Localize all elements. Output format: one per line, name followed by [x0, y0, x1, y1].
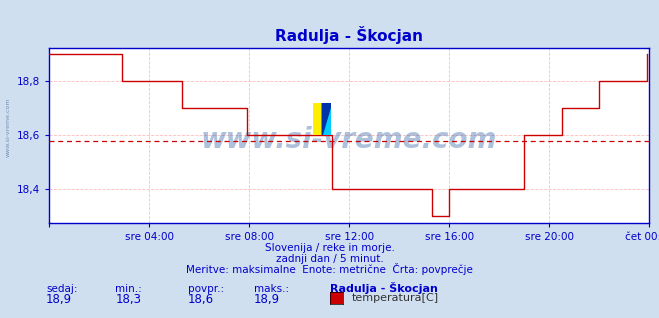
Polygon shape — [322, 103, 331, 135]
Text: Radulja - Škocjan: Radulja - Škocjan — [330, 282, 438, 294]
Polygon shape — [322, 103, 331, 135]
Title: Radulja - Škocjan: Radulja - Škocjan — [275, 26, 423, 44]
Text: Slovenija / reke in morje.: Slovenija / reke in morje. — [264, 243, 395, 253]
Text: 18,9: 18,9 — [46, 293, 72, 306]
Text: zadnji dan / 5 minut.: zadnji dan / 5 minut. — [275, 254, 384, 264]
Text: povpr.:: povpr.: — [188, 284, 224, 294]
Text: 18,3: 18,3 — [115, 293, 141, 306]
Text: temperatura[C]: temperatura[C] — [351, 293, 438, 303]
Text: maks.:: maks.: — [254, 284, 289, 294]
Text: min.:: min.: — [115, 284, 142, 294]
Text: 18,9: 18,9 — [254, 293, 280, 306]
Text: sedaj:: sedaj: — [46, 284, 78, 294]
Text: 18,6: 18,6 — [188, 293, 214, 306]
Text: Meritve: maksimalne  Enote: metrične  Črta: povprečje: Meritve: maksimalne Enote: metrične Črta… — [186, 264, 473, 275]
Bar — [313, 103, 322, 135]
Text: www.si-vreme.com: www.si-vreme.com — [5, 97, 11, 157]
Text: www.si-vreme.com: www.si-vreme.com — [201, 126, 498, 155]
